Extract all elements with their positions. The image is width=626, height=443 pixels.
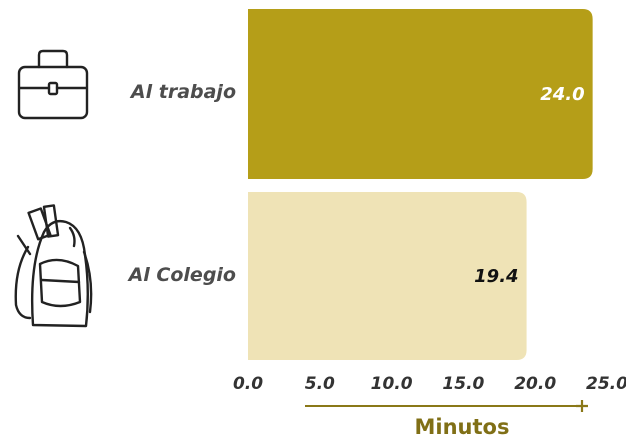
value-label-colegio: 19.4 [474, 266, 518, 287]
category-label-trabajo: Al trabajo [129, 81, 236, 103]
x-axis-end-marker [576, 400, 588, 412]
x-tick-label: 25.0 [586, 374, 626, 394]
x-tick-labels: 0.0 5.0 10.0 15.0 20.0 25.0 [233, 374, 626, 394]
x-tick-label: 5.0 [305, 374, 335, 394]
bar-colegio [248, 192, 527, 360]
x-tick-label: 10.0 [371, 374, 413, 394]
value-label-trabajo: 24.0 [540, 84, 584, 105]
x-axis-title: Minutos [415, 415, 510, 439]
x-tick-label: 15.0 [442, 374, 484, 394]
category-label-colegio: Al Colegio [127, 264, 236, 286]
backpack-icon [14, 204, 93, 328]
x-tick-label: 20.0 [514, 374, 556, 394]
bar-trabajo [248, 9, 593, 179]
bars-group [248, 9, 593, 360]
x-tick-label: 0.0 [233, 374, 263, 394]
briefcase-icon [17, 49, 89, 120]
